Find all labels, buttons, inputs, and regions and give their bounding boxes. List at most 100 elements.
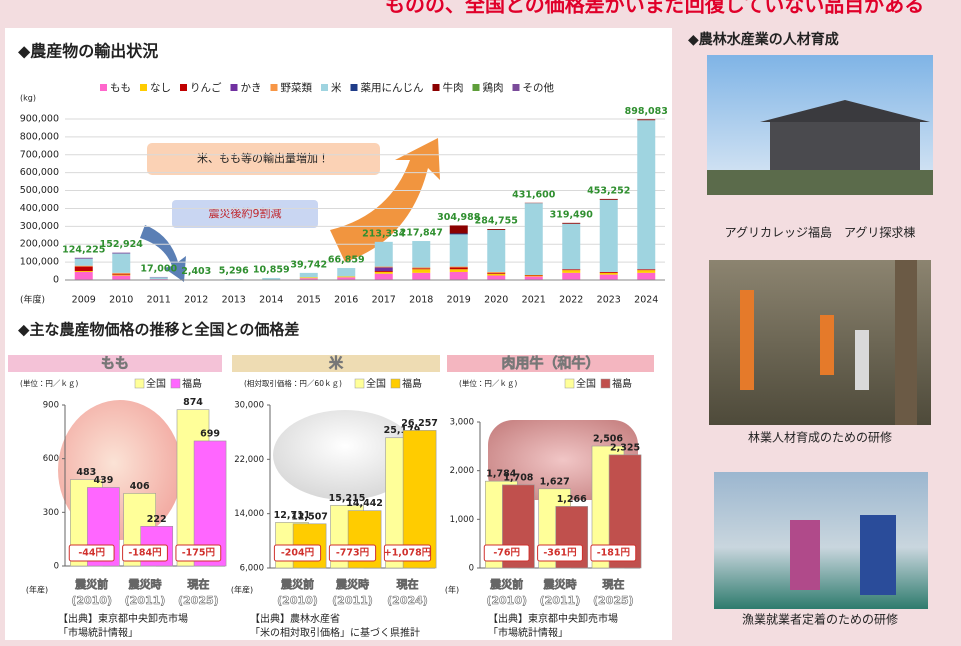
value-label: 26,257 — [401, 418, 438, 429]
total-label: 5,296 — [219, 266, 249, 277]
bar-segment — [262, 278, 280, 279]
x-tick-label: 2020 — [484, 295, 508, 306]
x-tick-label: 2017 — [372, 295, 396, 306]
value-label: 12,507 — [291, 511, 328, 522]
x-tick-label: 2009 — [72, 295, 96, 306]
photo-building-shape — [770, 120, 920, 170]
x-tick-label: 2014 — [259, 295, 283, 306]
infographic: ものの、全国との価格差がいまだ回復していない品目がある ◆農産物の輸出状況(kg… — [0, 0, 961, 646]
chart-title: 米 — [329, 355, 344, 372]
bar-segment — [375, 267, 393, 271]
bar-segment — [450, 267, 468, 268]
x-unit: (年) — [445, 585, 459, 595]
total-label: 319,490 — [550, 209, 594, 220]
x-tick-year: (2025) — [593, 594, 634, 607]
bar-segment — [112, 254, 130, 273]
unit-label: (単位：円／ｋｇ) — [459, 378, 517, 388]
source-text: 【出典】東京都中央卸売市場 — [58, 612, 188, 625]
bar-segment — [450, 269, 468, 272]
y-tick-label: 300,000 — [20, 221, 59, 232]
diff-label: +1,078円 — [384, 548, 432, 559]
source-text: 【出典】東京都中央卸売市場 — [488, 612, 618, 625]
photo-fishery — [714, 472, 928, 609]
bar-segment — [75, 267, 93, 271]
x-tick-year: (2011) — [540, 594, 581, 607]
photo-caption: アグリカレッジ福島 アグリ探求棟 — [725, 225, 916, 240]
legend-swatch — [135, 379, 144, 388]
bar-segment — [75, 272, 93, 280]
y-tick-label: 2,000 — [450, 466, 474, 476]
x-tick-label: 震災前 — [489, 577, 523, 591]
diff-label: -175円 — [182, 548, 215, 559]
source-text: 「市場統計情報」 — [58, 626, 138, 639]
x-tick-label: 2021 — [522, 295, 546, 306]
legend-swatch — [140, 84, 147, 91]
legend-label: 米 — [331, 81, 342, 94]
bar-segment — [300, 277, 318, 278]
value-label: 14,442 — [346, 498, 383, 509]
bar-segment — [562, 224, 580, 270]
photo-person — [740, 290, 754, 390]
total-label: 284,755 — [475, 216, 518, 227]
y-tick-label: 300 — [43, 508, 59, 518]
bar-segment — [412, 267, 430, 268]
y-tick-label: 700,000 — [20, 149, 59, 160]
legend-label: 鶏肉 — [483, 81, 504, 94]
y-tick-label: 400,000 — [20, 203, 59, 214]
legend-label: 全国 — [576, 377, 596, 390]
total-label: 152,924 — [100, 239, 144, 250]
y-tick-label: 3,000 — [450, 418, 474, 428]
bar-segment — [412, 241, 430, 267]
bar-segment — [150, 277, 168, 279]
legend-swatch — [171, 379, 180, 388]
x-tick-label: 2013 — [222, 295, 246, 306]
y-tick-label: 0 — [54, 562, 59, 572]
bar-segment — [637, 120, 655, 269]
bar-segment — [600, 200, 618, 272]
photo-caption: 林業人材育成のための研修 — [748, 430, 892, 445]
legend-swatch — [473, 84, 480, 91]
diff-label: -44円 — [78, 548, 105, 559]
value-label: 222 — [147, 514, 167, 525]
legend-label: その他 — [523, 81, 555, 94]
unit-label: (相対取引価格：円／60ｋｇ) — [244, 378, 342, 388]
legend-label: 全国 — [146, 377, 166, 390]
bar-segment — [487, 274, 505, 276]
x-tick-label: 2015 — [297, 295, 321, 306]
photo-person — [860, 515, 896, 595]
bar-segment — [375, 271, 393, 272]
x-tick-label: 2012 — [184, 295, 208, 306]
x-tick-label: 現在 — [602, 577, 624, 591]
source-text: 「市場統計情報」 — [488, 626, 568, 639]
bar-segment — [375, 242, 393, 267]
legend-swatch — [231, 84, 238, 91]
bar-segment — [112, 253, 130, 254]
y-tick-label: 500,000 — [20, 185, 59, 196]
bar-segment — [75, 258, 93, 259]
bar-segment — [300, 273, 318, 277]
bar-segment — [487, 276, 505, 280]
y-tick-label: 6,000 — [240, 564, 264, 574]
x-tick-label: 2010 — [109, 295, 133, 306]
x-tick-label: 震災時 — [335, 577, 369, 591]
bar-segment — [375, 272, 393, 274]
x-tick-label: 震災時 — [128, 577, 162, 591]
chart-title: 肉用牛（和牛） — [502, 355, 600, 372]
diff-label: -361円 — [543, 548, 576, 559]
y-tick-label: 800,000 — [20, 131, 59, 142]
total-label: 431,600 — [512, 189, 556, 200]
x-tick-label: 2019 — [447, 295, 471, 306]
section-title: ◆主な農産物価格の推移と全国との価格差 — [18, 321, 299, 339]
value-label: 1,708 — [503, 472, 533, 483]
legend-label: 福島 — [182, 377, 202, 390]
photo-person — [790, 520, 820, 590]
photo-person — [855, 330, 869, 390]
bar-segment — [75, 266, 93, 267]
legend-swatch — [433, 84, 440, 91]
bar-segment — [487, 273, 505, 274]
legend-swatch — [391, 379, 400, 388]
x-tick-year: (2011) — [332, 594, 373, 607]
bar-segment — [562, 270, 580, 273]
legend-swatch — [601, 379, 610, 388]
legend-label: 福島 — [612, 377, 632, 390]
